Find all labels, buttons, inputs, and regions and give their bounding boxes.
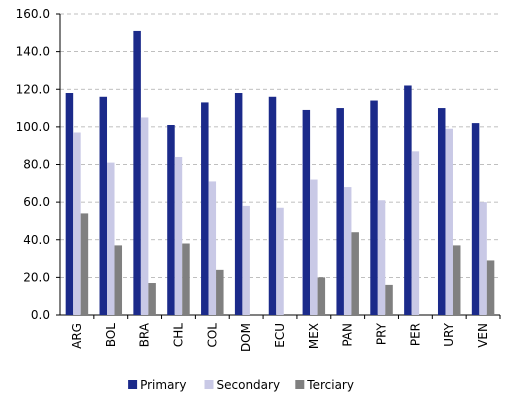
x-tick-label: VEN bbox=[476, 323, 490, 348]
x-tick-label: ECU bbox=[273, 323, 287, 348]
bar bbox=[471, 123, 480, 315]
legend-swatch bbox=[128, 380, 138, 389]
y-tick-label: 40.0 bbox=[23, 233, 50, 247]
bar bbox=[404, 85, 412, 315]
legend-swatch bbox=[204, 380, 214, 389]
y-tick-label: 120.0 bbox=[16, 82, 50, 96]
bar bbox=[201, 102, 209, 315]
bar bbox=[479, 202, 487, 315]
bar bbox=[276, 207, 284, 315]
bar bbox=[377, 200, 386, 315]
bar bbox=[80, 213, 89, 315]
bar bbox=[445, 128, 453, 315]
y-tick-label: 20.0 bbox=[23, 270, 50, 284]
bar bbox=[336, 108, 344, 315]
x-tick-label: ARG bbox=[70, 323, 84, 349]
x-tick-label: MEX bbox=[307, 323, 321, 349]
bar bbox=[452, 245, 461, 315]
bar bbox=[73, 132, 81, 315]
y-tick-label: 60.0 bbox=[23, 195, 50, 209]
bar bbox=[133, 30, 141, 316]
x-tick-label: PRY bbox=[375, 322, 389, 345]
bar bbox=[411, 151, 420, 315]
bar bbox=[167, 124, 175, 316]
bar bbox=[114, 245, 123, 315]
bar bbox=[99, 96, 108, 316]
bar bbox=[242, 205, 250, 315]
legend-label: Primary bbox=[140, 378, 186, 392]
bar bbox=[107, 162, 115, 315]
bar bbox=[343, 187, 352, 315]
legend-swatch bbox=[295, 380, 305, 389]
bar bbox=[385, 284, 393, 315]
bar bbox=[302, 109, 311, 315]
y-tick-label: 140.0 bbox=[16, 45, 50, 59]
x-tick-label: PAN bbox=[341, 323, 355, 347]
x-tick-label: COL bbox=[205, 323, 219, 348]
bar bbox=[370, 100, 378, 315]
y-tick-label: 0.0 bbox=[31, 308, 50, 322]
bar bbox=[65, 93, 74, 315]
x-tick-label: URY bbox=[442, 322, 456, 346]
x-tick-label: CHL bbox=[171, 323, 185, 347]
bar bbox=[317, 277, 326, 315]
bar bbox=[174, 156, 183, 315]
bar bbox=[268, 96, 277, 316]
bar bbox=[351, 232, 359, 315]
bar bbox=[208, 181, 217, 315]
y-tick-label: 100.0 bbox=[16, 120, 50, 134]
x-tick-label: DOM bbox=[239, 323, 253, 352]
y-tick-label: 160.0 bbox=[16, 7, 50, 21]
x-tick-label: BRA bbox=[138, 322, 152, 347]
legend-label: Secondary bbox=[217, 378, 281, 392]
bar bbox=[437, 108, 446, 315]
x-tick-label: PER bbox=[408, 323, 422, 346]
bar bbox=[148, 283, 156, 315]
bar bbox=[486, 260, 495, 315]
bar bbox=[310, 179, 318, 315]
x-tick-label: BOL bbox=[104, 323, 118, 347]
bar bbox=[140, 117, 149, 315]
legend-label: Terciary bbox=[306, 378, 354, 392]
y-tick-label: 80.0 bbox=[23, 158, 50, 172]
bar bbox=[182, 243, 190, 315]
bar bbox=[216, 269, 224, 315]
bar bbox=[234, 93, 243, 315]
